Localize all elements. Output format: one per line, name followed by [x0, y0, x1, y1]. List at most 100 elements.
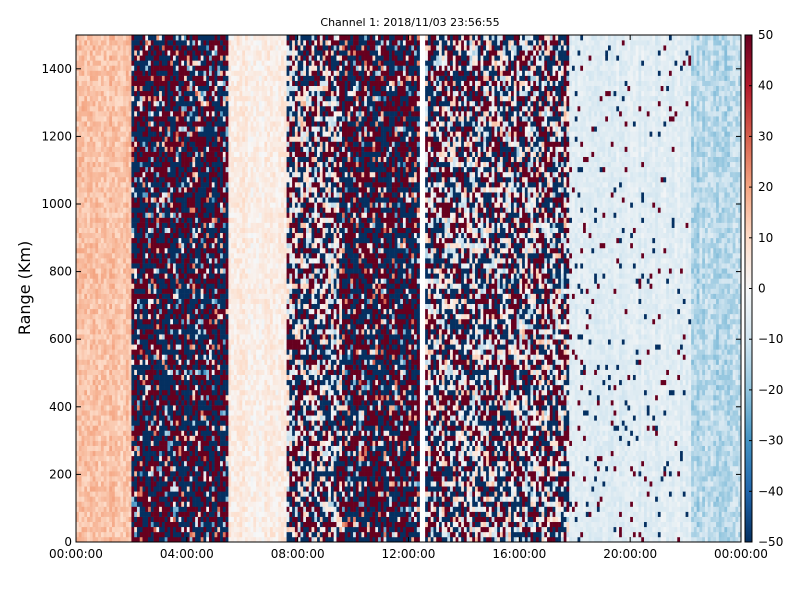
heatmap-cell — [134, 304, 137, 309]
heatmap-cell — [162, 86, 165, 91]
heatmap-cell — [159, 162, 162, 167]
heatmap-cell — [120, 507, 123, 512]
heatmap-cell — [137, 456, 140, 461]
heatmap-cell — [95, 289, 98, 294]
heatmap-cell — [140, 238, 143, 243]
heatmap-cell — [162, 162, 165, 167]
heatmap-cell — [82, 228, 85, 233]
heatmap-cell — [115, 268, 118, 273]
heatmap-cell — [154, 207, 157, 212]
heatmap-cell — [118, 136, 121, 141]
heatmap-cell — [151, 420, 154, 425]
heatmap-cell — [101, 243, 104, 248]
heatmap-cell — [112, 101, 115, 106]
heatmap-cell — [165, 415, 168, 420]
heatmap-cell — [198, 390, 201, 395]
heatmap-cell — [190, 177, 193, 182]
heatmap-cell — [206, 532, 209, 537]
heatmap-cell — [123, 430, 126, 435]
heatmap-cell — [131, 456, 134, 461]
heatmap-cell — [179, 299, 182, 304]
heatmap-cell — [120, 207, 123, 212]
heatmap-cell — [159, 253, 162, 258]
heatmap-cell — [90, 86, 93, 91]
heatmap-cell — [98, 223, 101, 228]
heatmap-cell — [123, 238, 126, 243]
heatmap-cell — [84, 177, 87, 182]
heatmap-cell — [90, 349, 93, 354]
heatmap-cell — [118, 441, 121, 446]
heatmap-cell — [140, 512, 143, 517]
heatmap-cell — [82, 131, 85, 136]
heatmap-cell — [84, 243, 87, 248]
heatmap-cell — [170, 507, 173, 512]
heatmap-cell — [198, 253, 201, 258]
heatmap-cell — [140, 126, 143, 131]
heatmap-cell — [131, 212, 134, 217]
heatmap-cell — [115, 45, 118, 50]
heatmap-cell — [159, 55, 162, 60]
heatmap-cell — [209, 527, 212, 532]
heatmap-cell — [134, 50, 137, 55]
heatmap-cell — [151, 405, 154, 410]
heatmap-cell — [209, 451, 212, 456]
heatmap-cell — [173, 152, 176, 157]
heatmap-cell — [176, 218, 179, 223]
heatmap-cell — [129, 111, 132, 116]
heatmap-cell — [179, 436, 182, 441]
heatmap-cell — [151, 451, 154, 456]
heatmap-cell — [106, 309, 109, 314]
heatmap-cell — [148, 512, 151, 517]
heatmap-cell — [93, 182, 96, 187]
heatmap-cell — [131, 299, 134, 304]
heatmap-cell — [148, 324, 151, 329]
heatmap-cell — [212, 248, 215, 253]
heatmap-cell — [118, 207, 121, 212]
heatmap-cell — [120, 147, 123, 152]
heatmap-cell — [106, 248, 109, 253]
heatmap-cell — [123, 390, 126, 395]
heatmap-cell — [179, 359, 182, 364]
heatmap-cell — [203, 96, 206, 101]
heatmap-cell — [123, 70, 126, 75]
heatmap-cell — [84, 55, 87, 60]
heatmap-cell — [112, 212, 115, 217]
heatmap-cell — [173, 76, 176, 81]
heatmap-cell — [120, 415, 123, 420]
heatmap-cell — [212, 268, 215, 273]
heatmap-cell — [209, 329, 212, 334]
heatmap-cell — [106, 60, 109, 65]
heatmap-cell — [98, 283, 101, 288]
heatmap-cell — [118, 278, 121, 283]
heatmap-cell — [87, 263, 90, 268]
heatmap-cell — [170, 304, 173, 309]
heatmap-cell — [154, 339, 157, 344]
heatmap-cell — [156, 283, 159, 288]
heatmap-cell — [129, 121, 132, 126]
heatmap-cell — [159, 436, 162, 441]
heatmap-cell — [112, 425, 115, 430]
heatmap-cell — [126, 283, 129, 288]
heatmap-cell — [87, 111, 90, 116]
heatmap-cell — [206, 248, 209, 253]
heatmap-cell — [173, 299, 176, 304]
heatmap-cell — [82, 106, 85, 111]
heatmap-cell — [87, 501, 90, 506]
heatmap-cell — [187, 304, 190, 309]
heatmap-cell — [179, 481, 182, 486]
heatmap-cell — [201, 157, 204, 162]
heatmap-cell — [134, 233, 137, 238]
heatmap-cell — [148, 289, 151, 294]
heatmap-cell — [181, 91, 184, 96]
heatmap-cell — [120, 365, 123, 370]
heatmap-cell — [126, 70, 129, 75]
heatmap-cell — [145, 294, 148, 299]
heatmap-cell — [137, 40, 140, 45]
heatmap-cell — [145, 202, 148, 207]
heatmap-cell — [95, 202, 98, 207]
heatmap-cell — [123, 243, 126, 248]
heatmap-cell — [140, 400, 143, 405]
heatmap-cell — [109, 415, 112, 420]
heatmap-cell — [162, 344, 165, 349]
heatmap-cell — [198, 329, 201, 334]
